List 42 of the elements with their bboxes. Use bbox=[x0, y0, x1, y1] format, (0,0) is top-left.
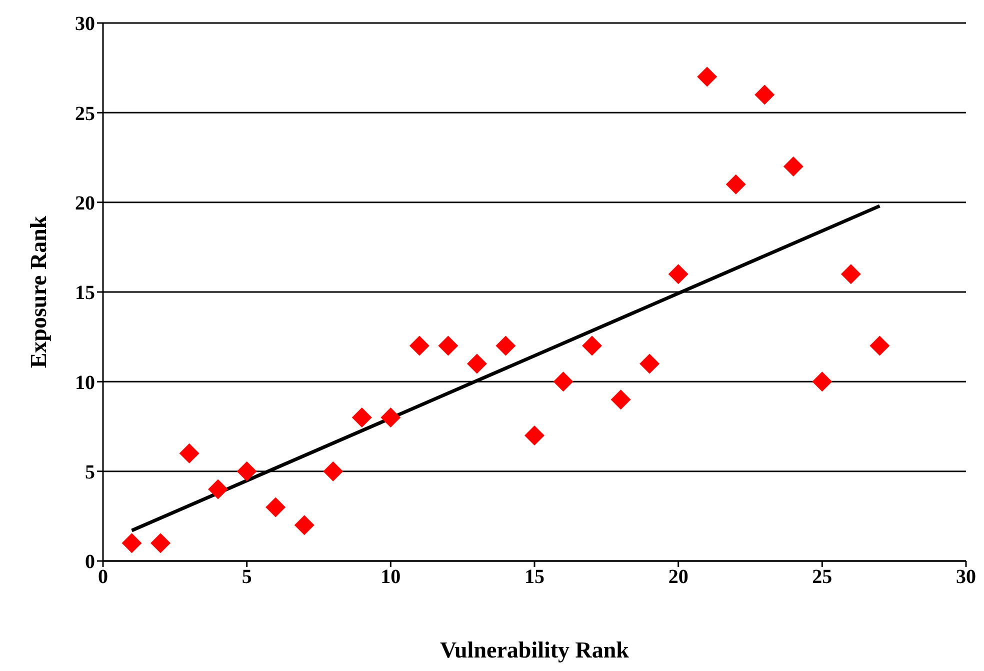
point bbox=[754, 84, 775, 105]
x-tick-label: 25 bbox=[812, 566, 832, 588]
y-axis-title: Exposure Rank bbox=[26, 216, 52, 368]
y-tick-label: 25 bbox=[75, 102, 95, 125]
point bbox=[524, 425, 544, 446]
point bbox=[783, 156, 804, 176]
point bbox=[208, 479, 228, 500]
y-tick-label: 15 bbox=[75, 282, 95, 304]
x-tick-label: 20 bbox=[668, 566, 688, 588]
y-tick-label: 20 bbox=[75, 192, 95, 214]
point bbox=[726, 174, 746, 194]
y-tick-label: 0 bbox=[85, 551, 95, 574]
point bbox=[496, 336, 516, 356]
point bbox=[294, 515, 314, 536]
point bbox=[553, 372, 574, 392]
x-tick-label: 30 bbox=[956, 566, 976, 588]
point bbox=[697, 66, 718, 87]
x-tick-label: 5 bbox=[242, 566, 252, 588]
point bbox=[352, 408, 372, 428]
x-tick-label: 15 bbox=[524, 566, 544, 588]
point bbox=[122, 533, 142, 554]
y-tick-label: 10 bbox=[75, 372, 95, 394]
x-tick-label: 10 bbox=[380, 566, 401, 588]
point bbox=[582, 336, 602, 356]
point bbox=[870, 336, 890, 356]
point bbox=[323, 461, 344, 482]
y-tick-label: 30 bbox=[75, 13, 95, 36]
point bbox=[179, 443, 200, 464]
point bbox=[812, 372, 832, 392]
point bbox=[236, 461, 257, 482]
point bbox=[840, 264, 861, 284]
point bbox=[380, 408, 401, 428]
point bbox=[668, 264, 688, 284]
point bbox=[466, 354, 487, 374]
point bbox=[409, 336, 430, 356]
point bbox=[266, 497, 286, 518]
point bbox=[150, 533, 171, 554]
point bbox=[640, 354, 660, 374]
point bbox=[438, 336, 458, 356]
y-tick-label: 5 bbox=[85, 461, 95, 484]
point bbox=[610, 390, 631, 410]
x-axis-title: Vulnerability Rank bbox=[440, 637, 630, 662]
